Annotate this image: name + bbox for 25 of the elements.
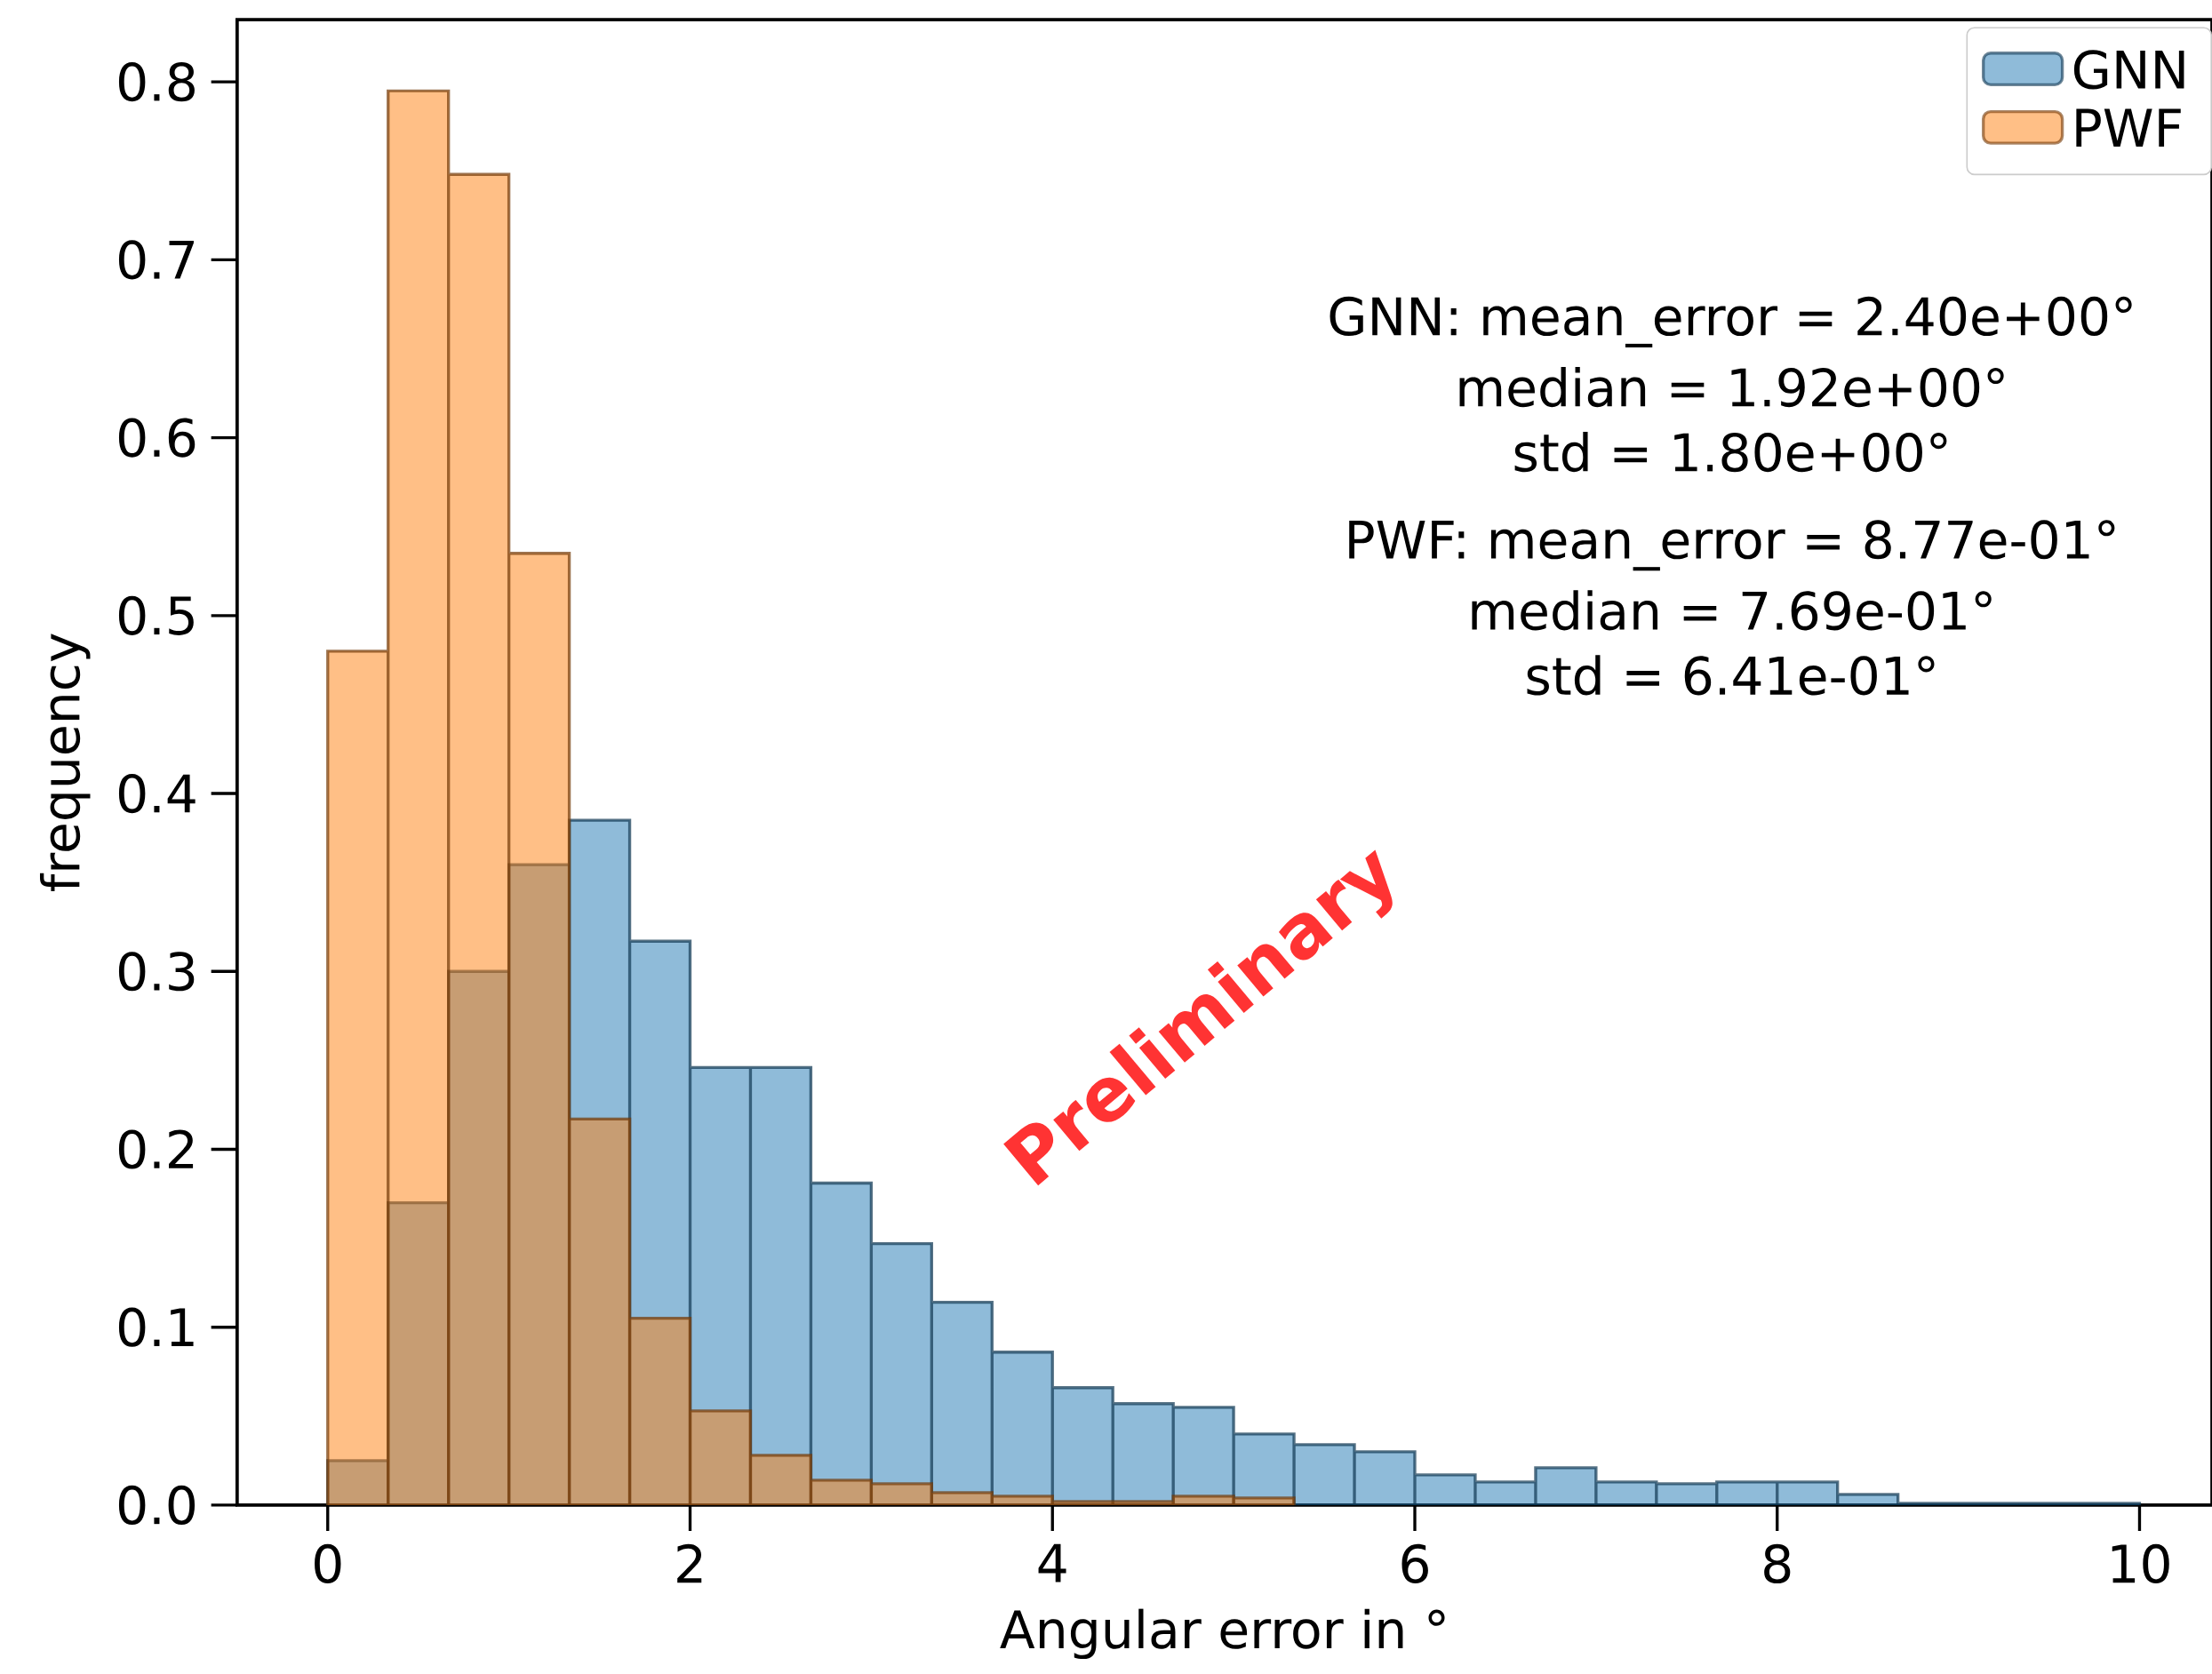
x-tick-label: 6 (1401, 1543, 1428, 1583)
annotation: std = 6.41e-01° (1527, 655, 1935, 696)
annotation: median = 7.69e-01° (1472, 590, 1992, 631)
y-tick-label: 0.0 (118, 1485, 196, 1525)
y-tick-label: 0.5 (118, 595, 194, 635)
x-tick-label: 0 (315, 1543, 341, 1583)
x-axis-title: Angular error in ° (1000, 1608, 1445, 1659)
legend-label: GNN (2073, 50, 2184, 90)
y-tick-label: 0.4 (118, 773, 196, 813)
annotation: GNN: mean_error = 2.40e+00° (1330, 296, 2132, 347)
y-tick-label: 0.8 (118, 61, 195, 102)
y-tick-label: 0.1 (118, 1307, 194, 1347)
annotation: PWF: mean_error = 8.77e-01° (1349, 519, 2115, 571)
x-tick-label: 10 (2112, 1543, 2169, 1583)
y-tick-label: 0.3 (118, 951, 195, 992)
y-tick-label: 0.6 (118, 418, 196, 458)
y-tick-label: 0.2 (118, 1129, 194, 1169)
annotation: median = 1.92e+00° (1459, 366, 2004, 407)
legend-label: PWF (2076, 108, 2181, 147)
y-axis-title: frequency (39, 634, 91, 891)
x-tick-label: 2 (677, 1543, 702, 1582)
annotation: std = 1.80e+00° (1514, 431, 1947, 472)
x-tick-label: 8 (1764, 1543, 1791, 1583)
y-tick-label: 0.7 (118, 240, 194, 280)
x-tick-label: 4 (1038, 1543, 1066, 1582)
